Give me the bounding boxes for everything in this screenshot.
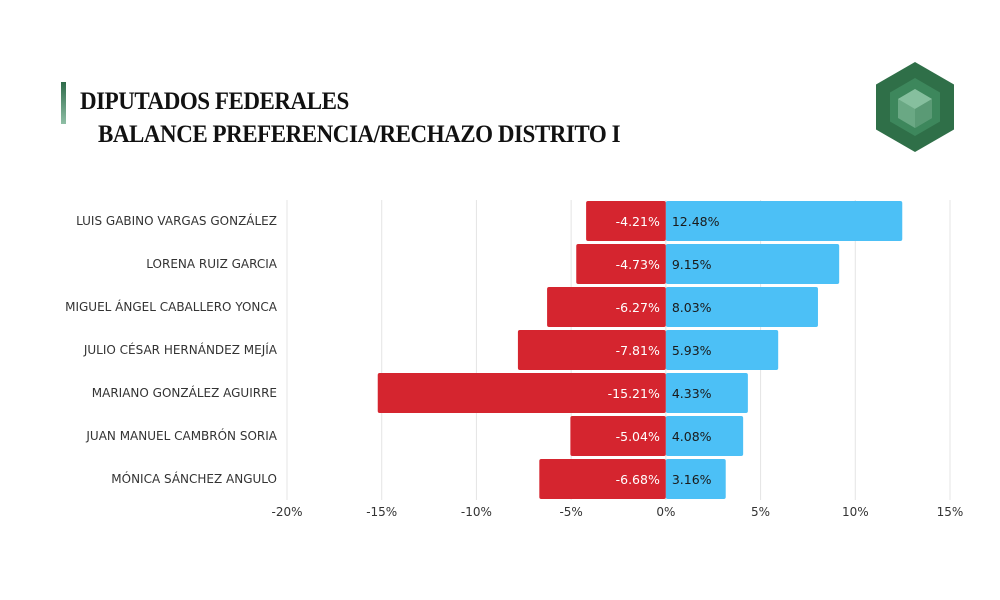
category-label: MARIANO GONZÁLEZ AGUIRRE (92, 385, 277, 400)
data-label-preferencia: 8.03% (672, 300, 712, 315)
category-label: LUIS GABINO VARGAS GONZÁLEZ (76, 213, 277, 228)
bar-rechazo (576, 244, 666, 284)
category-label: LORENA RUIZ GARCIA (146, 257, 277, 271)
category-label: MIGUEL ÁNGEL CABALLERO YONCA (65, 299, 278, 314)
logo-icon (876, 62, 954, 152)
data-label-preferencia: 9.15% (672, 257, 712, 272)
bar-preferencia (665, 201, 903, 241)
data-label-preferencia: 12.48% (672, 214, 720, 229)
data-label-preferencia: 4.08% (672, 429, 712, 444)
title-accent-bar (61, 82, 66, 124)
bar-preferencia (665, 373, 748, 413)
data-label-preferencia: 3.16% (672, 472, 712, 487)
bar-preferencia (665, 287, 818, 327)
x-tick-label: -5% (559, 505, 582, 519)
data-label-rechazo: -6.27% (616, 300, 660, 315)
bar-preferencia (665, 459, 726, 499)
bar-rechazo (377, 373, 666, 413)
x-tick-label: -10% (461, 505, 492, 519)
data-label-rechazo: -6.68% (616, 472, 660, 487)
data-label-rechazo: -4.73% (616, 257, 660, 272)
data-label-rechazo: -5.04% (616, 429, 660, 444)
bar-rechazo (570, 416, 666, 456)
data-label-rechazo: -4.21% (616, 214, 660, 229)
bar-rechazo (539, 459, 666, 499)
data-label-rechazo: -7.81% (616, 343, 660, 358)
x-tick-label: 5% (751, 505, 770, 519)
data-label-preferencia: 5.93% (672, 343, 712, 358)
bar-rechazo (586, 201, 666, 241)
bar-rechazo (517, 330, 666, 370)
category-label: JUAN MANUEL CAMBRÓN SORIA (85, 428, 277, 443)
x-tick-label: -20% (271, 505, 302, 519)
data-label-rechazo: -15.21% (608, 386, 660, 401)
category-label: JULIO CÉSAR HERNÁNDEZ MEJÍA (83, 342, 278, 357)
x-tick-label: 10% (842, 505, 869, 519)
data-label-preferencia: 4.33% (672, 386, 712, 401)
x-tick-label: 15% (937, 505, 964, 519)
bar-preferencia (665, 244, 840, 284)
bar-preferencia (665, 416, 744, 456)
x-tick-label: 0% (656, 505, 675, 519)
category-label: MÓNICA SÁNCHEZ ANGULO (111, 471, 277, 486)
bar-rechazo (547, 287, 666, 327)
page-title: DIPUTADOS FEDERALES (80, 88, 349, 115)
x-tick-label: -15% (366, 505, 397, 519)
bar-preferencia (665, 330, 779, 370)
page-subtitle: BALANCE PREFERENCIA/RECHAZO DISTRITO I (98, 121, 621, 148)
